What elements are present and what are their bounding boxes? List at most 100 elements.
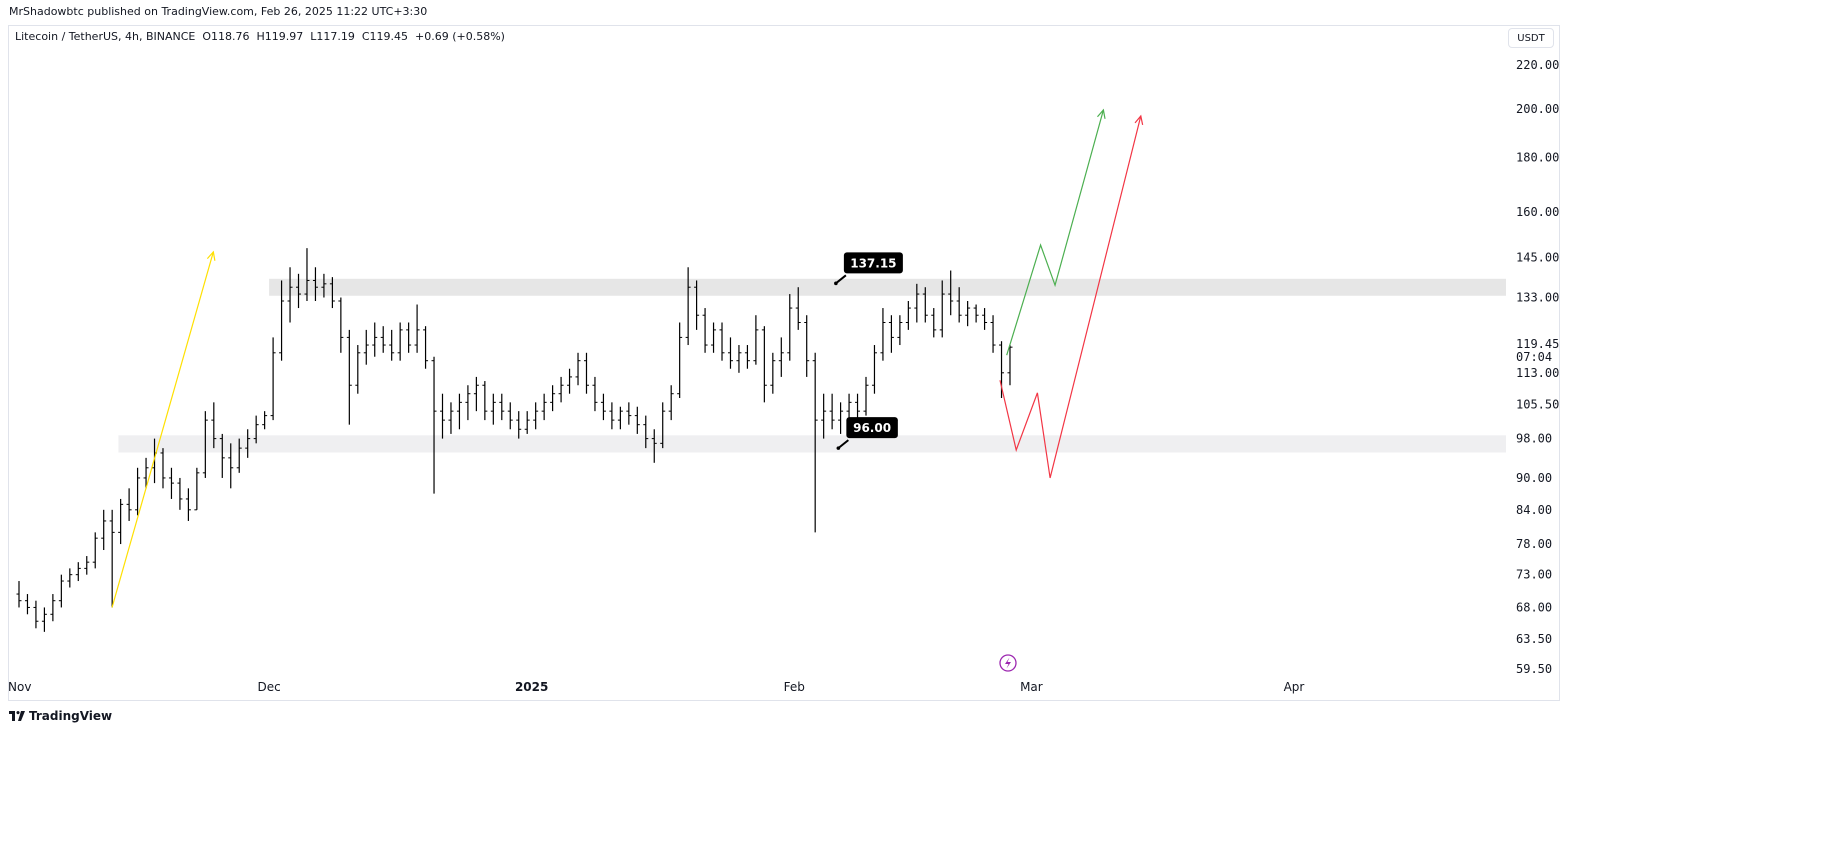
price-tick-label: 220.00 <box>1516 58 1559 72</box>
callout-pointer <box>837 439 849 449</box>
ohlc-bar <box>84 556 90 575</box>
ohlc-bar <box>956 287 962 323</box>
bar-countdown: 07:04 <box>1516 350 1552 364</box>
lightning-icon[interactable] <box>999 654 1017 672</box>
ohlc-bar <box>202 411 208 478</box>
ohlc-bar <box>711 322 717 353</box>
time-tick-label: Apr <box>1284 680 1305 694</box>
price-callout: 96.00 <box>836 417 898 450</box>
ohlc-bar <box>431 356 437 494</box>
ohlc-bar <box>473 376 479 412</box>
ohlc-bar <box>507 402 513 430</box>
price-tick-label: 78.00 <box>1516 537 1552 551</box>
chart-pane[interactable] <box>8 25 1560 701</box>
ohlc-bar <box>626 402 632 425</box>
price-tick-label: 105.50 <box>1516 398 1559 412</box>
price-tick-label: 90.00 <box>1516 471 1552 485</box>
ohlc-bar <box>143 457 149 489</box>
ohlc-bar <box>736 345 742 373</box>
ohlc-bar <box>821 393 827 439</box>
time-tick-label: 2025 <box>515 680 548 694</box>
ohlc-bar <box>897 315 903 346</box>
ohlc-bar <box>16 581 22 608</box>
ohlc-bar <box>990 315 996 353</box>
ohlc-bar <box>1007 345 1013 386</box>
last-price-label: 119.45 <box>1516 337 1559 351</box>
price-tick-label: 68.00 <box>1516 600 1552 614</box>
ohlc-bar <box>533 402 539 430</box>
price-tick-label: 200.00 <box>1516 102 1559 116</box>
ohlc-bar <box>999 341 1005 399</box>
ohlc-bar <box>973 304 979 323</box>
ohlc-bar <box>465 385 471 421</box>
symbol-legend: Litecoin / TetherUS, 4h, BINANCE O118.76… <box>15 30 505 43</box>
time-tick-label: Mar <box>1020 680 1043 694</box>
ohlc-values: O118.76 H119.97 L117.19 C119.45 +0.69 (+… <box>202 30 505 43</box>
ohlc-bar <box>397 322 403 361</box>
ohlc-bar <box>355 345 361 394</box>
ohlc-bar <box>753 315 759 365</box>
ohlc-bar <box>423 326 429 369</box>
ohlc-bar <box>558 376 564 403</box>
ohlc-bar <box>804 315 810 377</box>
ohlc-bar <box>914 283 920 323</box>
price-tick-label: 98.00 <box>1516 432 1552 446</box>
projection-path <box>111 251 214 608</box>
ohlc-bar <box>228 443 234 489</box>
ohlc-bar <box>253 415 259 444</box>
ohlc-bar <box>363 329 369 365</box>
time-axis[interactable]: Nov Dec 2025 Feb Mar Apr <box>8 680 1304 694</box>
callout-text: 137.15 <box>850 256 896 270</box>
symbol-title[interactable]: Litecoin / TetherUS, 4h, BINANCE <box>15 30 196 43</box>
ohlc-bar <box>338 297 344 353</box>
callout-box <box>843 252 903 274</box>
ohlc-bar <box>262 411 268 430</box>
ohlc-bar <box>75 562 81 582</box>
ohlc-bar <box>482 381 488 421</box>
currency-button[interactable]: USDT <box>1508 28 1554 48</box>
price-tick-label: 84.00 <box>1516 503 1552 517</box>
callout-pointer <box>835 274 847 285</box>
ohlc-bar <box>770 352 776 394</box>
ohlc-bar <box>279 280 285 361</box>
price-tick-label: 145.00 <box>1516 251 1559 265</box>
ohlc-bar <box>787 294 793 361</box>
ohlc-bar <box>456 393 462 430</box>
ohlc-bar <box>744 345 750 369</box>
price-tick-label: 113.00 <box>1516 366 1559 380</box>
watermark-text: TradingView <box>29 709 113 723</box>
ohlc-bar <box>888 315 894 353</box>
tradingview-logo[interactable]: TradingView <box>9 709 112 723</box>
ohlc-bar <box>795 287 801 330</box>
ohlc-bar <box>939 280 945 338</box>
arrowhead-icon <box>1134 114 1144 125</box>
ohlc-bar <box>321 273 327 298</box>
ohlc-bar <box>524 411 530 434</box>
time-tick-label: Feb <box>784 680 805 694</box>
time-tick-label: Nov <box>8 680 31 694</box>
ohlc-bar <box>329 277 335 309</box>
ohlc-bar <box>389 329 395 361</box>
publish-info: MrShadowbtc published on TradingView.com… <box>9 5 428 18</box>
ohlc-bar <box>965 301 971 327</box>
ohlc-bar <box>948 270 954 316</box>
ohlc-bar <box>211 402 217 449</box>
ohlc-bar <box>651 429 657 463</box>
ohlc-bar <box>541 393 547 421</box>
ohlc-bar <box>109 509 115 608</box>
ohlc-bar <box>194 467 200 511</box>
price-tick-label: 133.00 <box>1516 291 1559 305</box>
ohlc-bar <box>550 385 556 412</box>
ohlc-bar <box>101 509 107 551</box>
ohlc-bar <box>609 402 615 430</box>
ohlc-bar <box>245 429 251 458</box>
ohlc-bar <box>634 406 640 434</box>
bars-layer <box>16 248 1013 632</box>
ohlc-bar <box>135 467 141 516</box>
ohlc-bar <box>567 368 573 394</box>
arrowhead-icon <box>1097 108 1106 119</box>
price-callout: 137.15 <box>834 252 903 286</box>
price-axis[interactable]: 220.00 200.00 180.00 160.00 145.00 133.00 113.… <box>1510 58 1559 676</box>
price-tick-label: 63.50 <box>1516 632 1552 646</box>
